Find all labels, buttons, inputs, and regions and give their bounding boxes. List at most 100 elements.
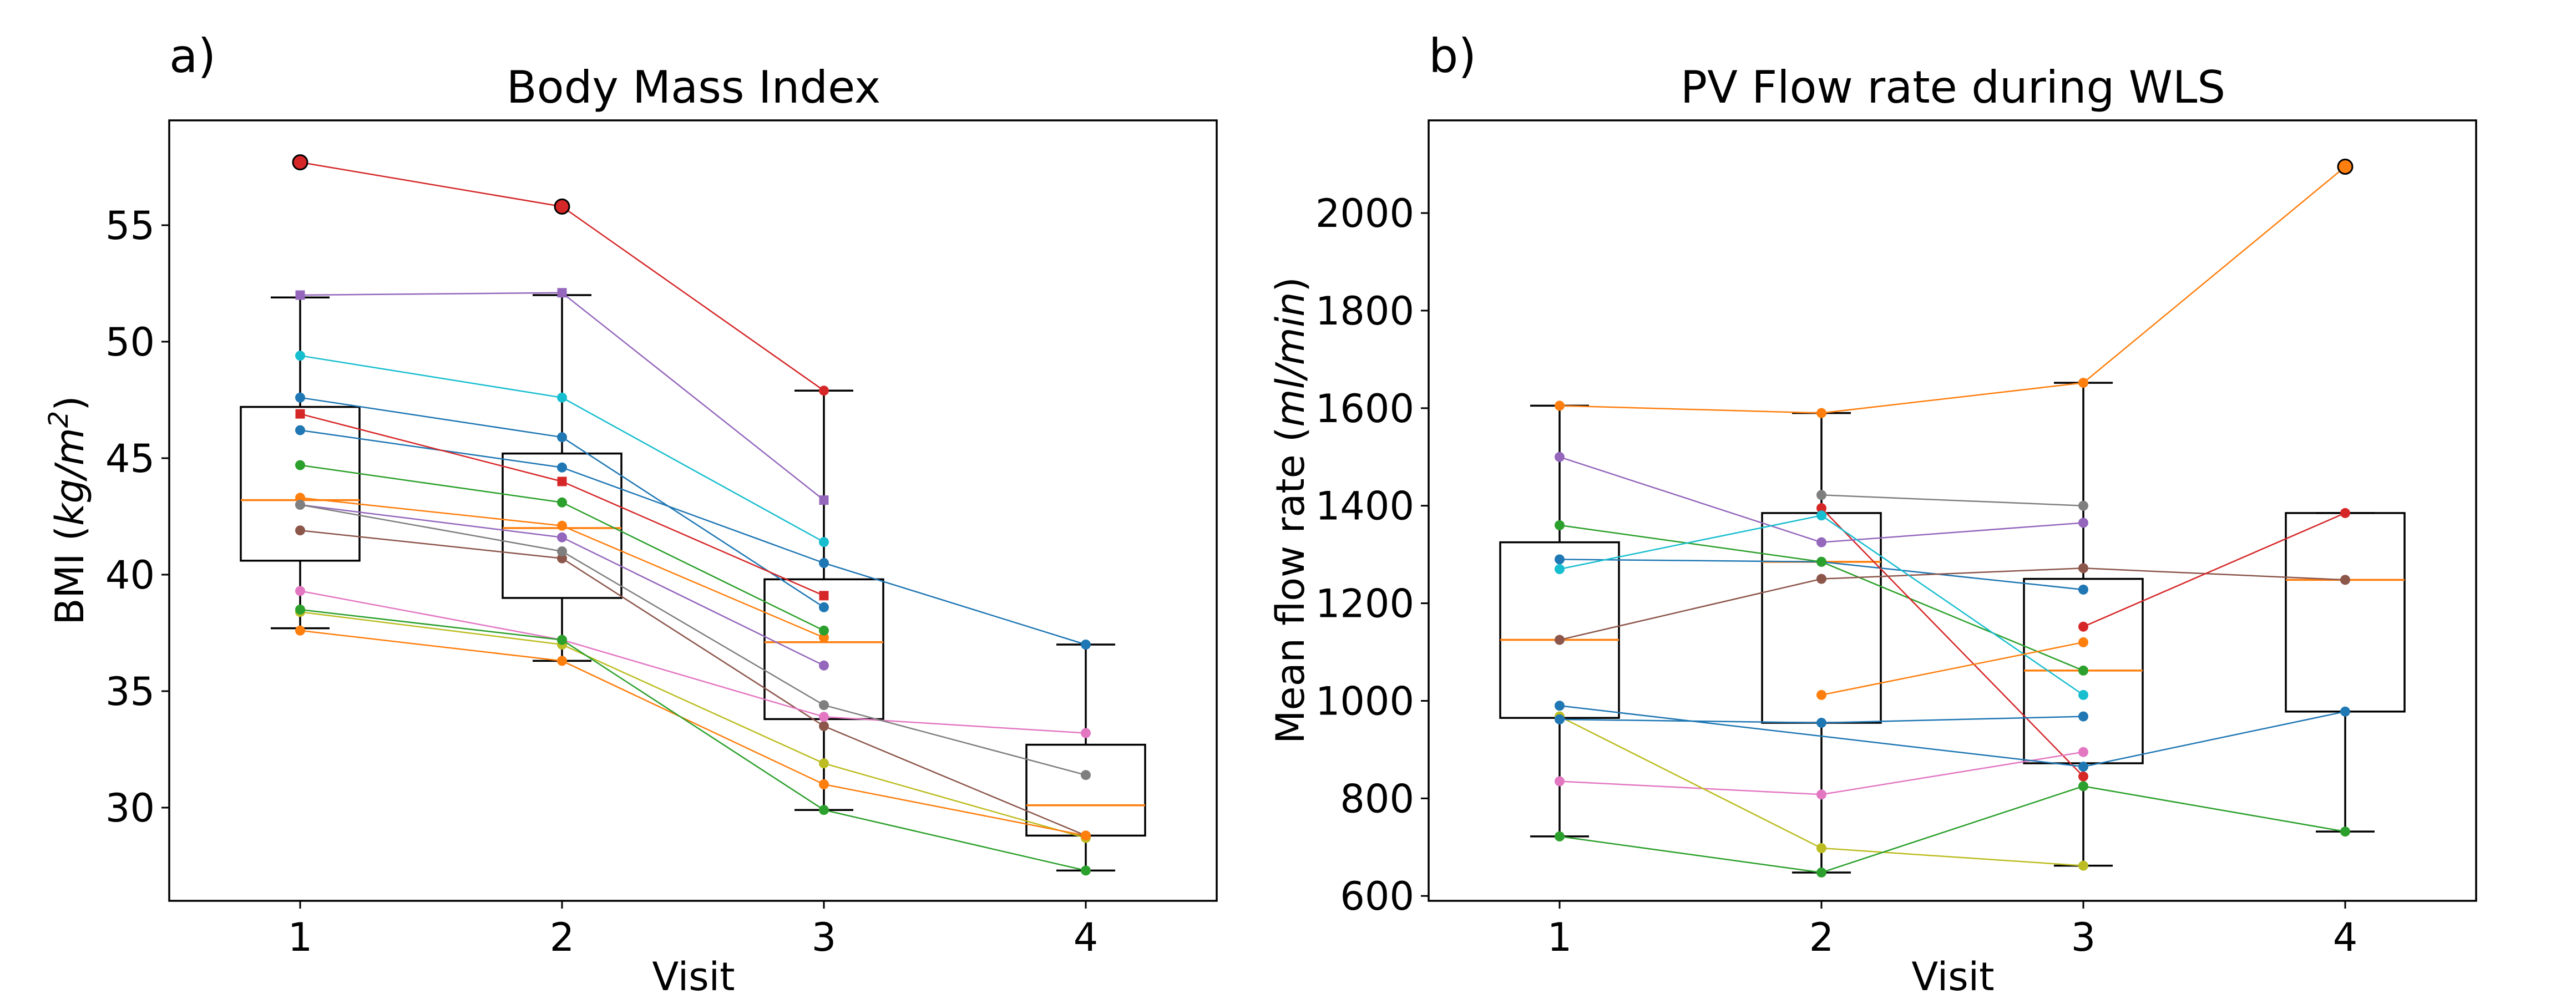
data-point	[295, 605, 305, 615]
data-point	[557, 462, 567, 473]
data-point	[295, 392, 305, 403]
series-line	[300, 354, 563, 399]
data-point	[295, 290, 305, 300]
y-ticks-bmi: 30 35 40 45 50 55	[105, 203, 169, 831]
data-point	[2340, 826, 2350, 837]
outlier-point	[292, 154, 308, 171]
data-point	[1816, 867, 1826, 878]
series-line	[1821, 561, 2084, 672]
data-point	[557, 476, 567, 486]
x-ticks-flow: 1 2 3 4	[1547, 901, 2357, 960]
data-point	[819, 602, 829, 612]
x-tick-label: 3	[812, 915, 837, 960]
series-line	[300, 397, 563, 438]
data-point	[819, 805, 829, 815]
data-point	[557, 553, 567, 564]
series-line	[2083, 512, 2346, 627]
data-point	[819, 558, 829, 568]
series-line	[561, 525, 824, 638]
data-point	[819, 660, 829, 671]
y-tick-label: 35	[105, 669, 155, 714]
series-p8	[295, 500, 1091, 780]
series-line	[1821, 567, 2084, 580]
panel-bmi: a) Body Mass Index 1 2 3 4 30 35 40 45 50 55 Vis…	[43, 29, 1218, 999]
y-axis-label-var: kg/m	[47, 428, 93, 526]
data-point	[2078, 563, 2088, 574]
series-line	[1821, 561, 2084, 591]
series-line	[1821, 716, 2084, 724]
y-ticks-flow: 600 800 1000 1200 1400 1600 1800 2000	[1315, 191, 1429, 919]
data-point	[819, 625, 829, 636]
data-point	[295, 625, 305, 636]
series-line	[1821, 508, 2084, 777]
axes-frame-flow	[1428, 119, 2477, 902]
series-line	[823, 725, 1086, 836]
series-line	[1821, 515, 2084, 696]
data-point	[819, 632, 829, 643]
data-point	[557, 520, 567, 531]
data-point	[2078, 771, 2088, 782]
data-point	[1816, 503, 1826, 514]
series-p4	[1816, 503, 2088, 782]
data-point	[1816, 556, 1826, 567]
series-line	[823, 704, 1086, 776]
data-point	[2078, 711, 2088, 722]
y-axis-label-end: )	[47, 395, 93, 410]
y-tick-label: 30	[105, 785, 155, 831]
series-p7	[1555, 747, 2088, 800]
data-point	[295, 493, 305, 503]
y-tick-label: 1600	[1315, 386, 1414, 432]
data-point	[1816, 408, 1826, 418]
y-tick-label: 800	[1340, 776, 1414, 821]
data-point	[2078, 518, 2088, 528]
series-line	[1559, 705, 2084, 768]
series-p13	[1555, 781, 2350, 878]
series-line	[823, 716, 1086, 734]
y-axis-label-end: )	[1268, 277, 1313, 292]
series-p8	[1816, 490, 2088, 511]
data-point	[557, 656, 567, 666]
y-tick-label: 50	[105, 320, 155, 365]
y-tick-label: 1400	[1315, 484, 1414, 529]
series-p4	[295, 157, 829, 396]
y-axis-label-var: ml/min	[1268, 292, 1313, 427]
data-point	[557, 546, 567, 556]
series-line	[1559, 716, 1822, 849]
series-p11	[295, 392, 829, 612]
box-iqr	[2285, 512, 2406, 713]
y-tick-label: 1800	[1315, 288, 1414, 334]
series-line	[561, 501, 824, 631]
data-point	[819, 721, 829, 731]
data-point	[1081, 865, 1091, 876]
series-line	[823, 562, 1086, 646]
series-line	[561, 437, 824, 608]
series-line	[300, 611, 563, 646]
data-point	[1081, 728, 1091, 738]
outlier-point	[2337, 159, 2354, 175]
series-line	[1821, 382, 2084, 414]
y-tick-label: 1000	[1315, 678, 1414, 724]
series-line	[300, 630, 563, 662]
panel-label-a: a)	[169, 29, 216, 83]
data-point	[1816, 843, 1826, 854]
data-point	[295, 500, 305, 510]
series-p2	[295, 493, 829, 643]
series-line	[561, 292, 824, 501]
series-line	[1821, 641, 2084, 696]
series-line	[1821, 494, 2084, 506]
data-point	[1555, 701, 1565, 711]
series-p6	[295, 525, 1091, 841]
series-line	[561, 536, 824, 666]
panel-label-b: b)	[1429, 29, 1476, 83]
series-line	[1559, 405, 1822, 414]
series-line	[1559, 835, 1822, 874]
series-line	[561, 639, 824, 718]
data-point	[819, 758, 829, 769]
series-line	[2083, 166, 2346, 384]
series-line	[1821, 522, 2084, 543]
data-point	[819, 537, 829, 547]
data-point	[557, 635, 567, 645]
series-p13	[295, 605, 1091, 876]
data-point	[2078, 665, 2088, 676]
